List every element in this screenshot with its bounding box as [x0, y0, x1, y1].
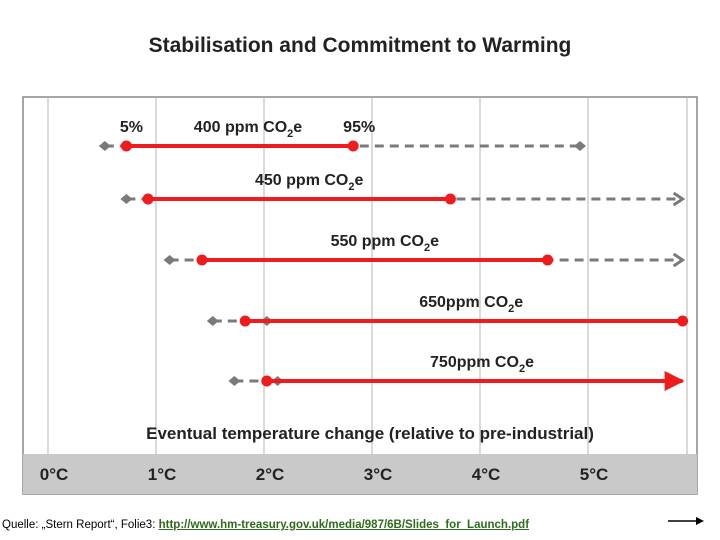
chart-title: Stabilisation and Commitment to Warming [148, 34, 572, 57]
percentile-label-low: 5% [120, 119, 143, 136]
range-high-marker [542, 254, 554, 266]
outer-range-arrow [672, 191, 686, 207]
source-note: Quelle: „Stern Report“, Folie3: http://w… [2, 519, 529, 531]
tick-label: 1°C [148, 465, 177, 484]
range-high-marker [444, 193, 456, 205]
range-high-marker [677, 315, 689, 327]
outer-range-low-marker [206, 316, 219, 326]
outer-range-arrow [672, 252, 686, 268]
tick-label: 2°C [256, 465, 285, 484]
tick-label: 5°C [580, 465, 609, 484]
tick-label: 3°C [364, 465, 393, 484]
tick-label: 4°C [472, 465, 501, 484]
outer-range-low-marker [163, 255, 176, 265]
outer-range-low-marker [98, 141, 111, 151]
range-low-marker [196, 254, 208, 266]
outer-range-low-marker [120, 194, 133, 204]
percentile-label-high: 95% [343, 119, 375, 136]
tick-label: 0°C [40, 465, 69, 484]
source-arrow-icon [668, 517, 704, 525]
outer-range-high-marker [574, 141, 586, 151]
range-low-marker [142, 193, 154, 205]
x-axis-label: Eventual temperature change (relative to… [146, 424, 594, 443]
series-label: 400 ppm CO2e [194, 119, 302, 140]
source-prefix: Quelle: „Stern Report“, Folie3: [2, 519, 156, 531]
series-label: 450 ppm CO2e [255, 172, 363, 193]
range-low-marker [239, 315, 251, 327]
range-high-marker [347, 140, 359, 152]
series-label: 750ppm CO2e [430, 354, 534, 375]
axis-band [23, 454, 697, 494]
outer-range-low-marker [228, 376, 241, 386]
range-low-marker [120, 140, 132, 152]
series-label: 550 ppm CO2e [331, 233, 439, 254]
source-link[interactable]: http://www.hm-treasury.gov.uk/media/987/… [158, 519, 530, 531]
range-low-marker [261, 375, 273, 387]
series-label: 650ppm CO2e [419, 294, 523, 315]
